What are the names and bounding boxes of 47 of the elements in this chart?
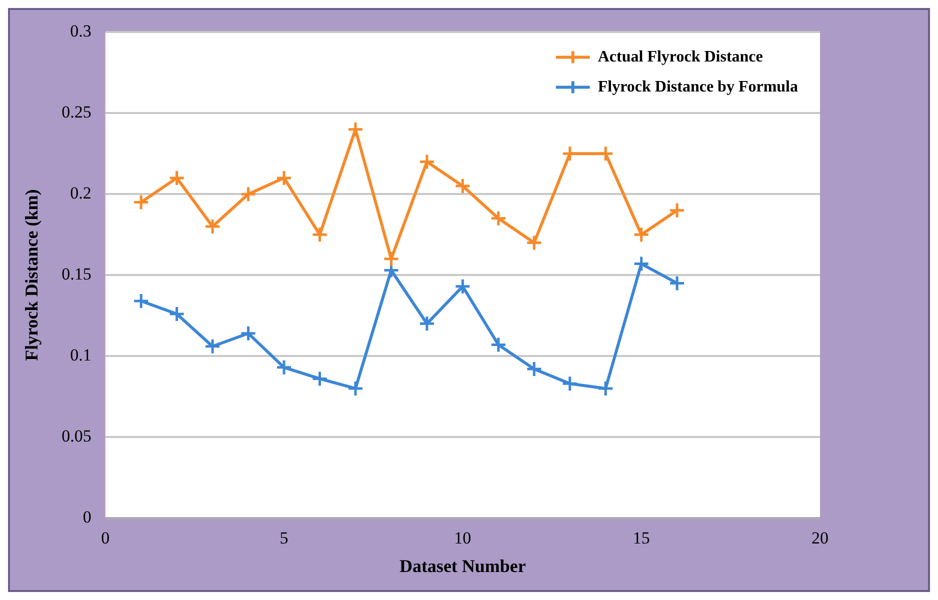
point bbox=[526, 360, 542, 378]
x-tick-label: 20 bbox=[812, 528, 828, 548]
point bbox=[633, 256, 650, 272]
legend-label: Flyrock Distance by Formula bbox=[598, 78, 798, 96]
point bbox=[347, 121, 364, 138]
y-tick-label: 0.2 bbox=[70, 184, 92, 203]
point bbox=[311, 226, 328, 243]
point bbox=[668, 274, 686, 292]
x-tick-label: 0 bbox=[101, 528, 110, 548]
point bbox=[597, 145, 614, 162]
y-tick-label: 0.25 bbox=[62, 102, 92, 122]
point bbox=[204, 338, 221, 355]
point bbox=[168, 306, 186, 322]
point bbox=[347, 380, 364, 397]
point bbox=[418, 315, 436, 332]
y-tick-label: 0.1 bbox=[70, 346, 92, 365]
x-tick-label: 15 bbox=[632, 528, 650, 548]
point bbox=[132, 292, 150, 310]
point bbox=[240, 186, 257, 202]
point bbox=[490, 336, 507, 353]
y-tick-label: 0.05 bbox=[62, 426, 92, 446]
point bbox=[668, 202, 686, 219]
point bbox=[490, 210, 507, 227]
point bbox=[168, 170, 186, 186]
point bbox=[276, 170, 292, 186]
y-axis-title: Flyrock Distance (km) bbox=[21, 189, 42, 361]
x-tick-label: 5 bbox=[280, 528, 288, 548]
point bbox=[276, 359, 292, 376]
point bbox=[454, 178, 471, 194]
point bbox=[562, 375, 578, 392]
point bbox=[204, 218, 221, 235]
legend-label: Actual Flyrock Distance bbox=[598, 48, 763, 66]
y-tick-label: 0.3 bbox=[70, 22, 92, 41]
y-tick-label: 0 bbox=[82, 507, 92, 526]
point bbox=[526, 234, 542, 251]
point bbox=[562, 145, 578, 162]
x-axis-title: Dataset Number bbox=[399, 556, 526, 576]
x-tick-label: 10 bbox=[454, 528, 472, 548]
point bbox=[382, 250, 400, 268]
point bbox=[454, 278, 471, 295]
point bbox=[597, 380, 614, 397]
point bbox=[240, 325, 257, 342]
point bbox=[132, 194, 150, 210]
point bbox=[311, 370, 328, 387]
point bbox=[418, 153, 436, 170]
y-tick-label: 0.15 bbox=[62, 264, 92, 284]
point bbox=[633, 226, 650, 243]
